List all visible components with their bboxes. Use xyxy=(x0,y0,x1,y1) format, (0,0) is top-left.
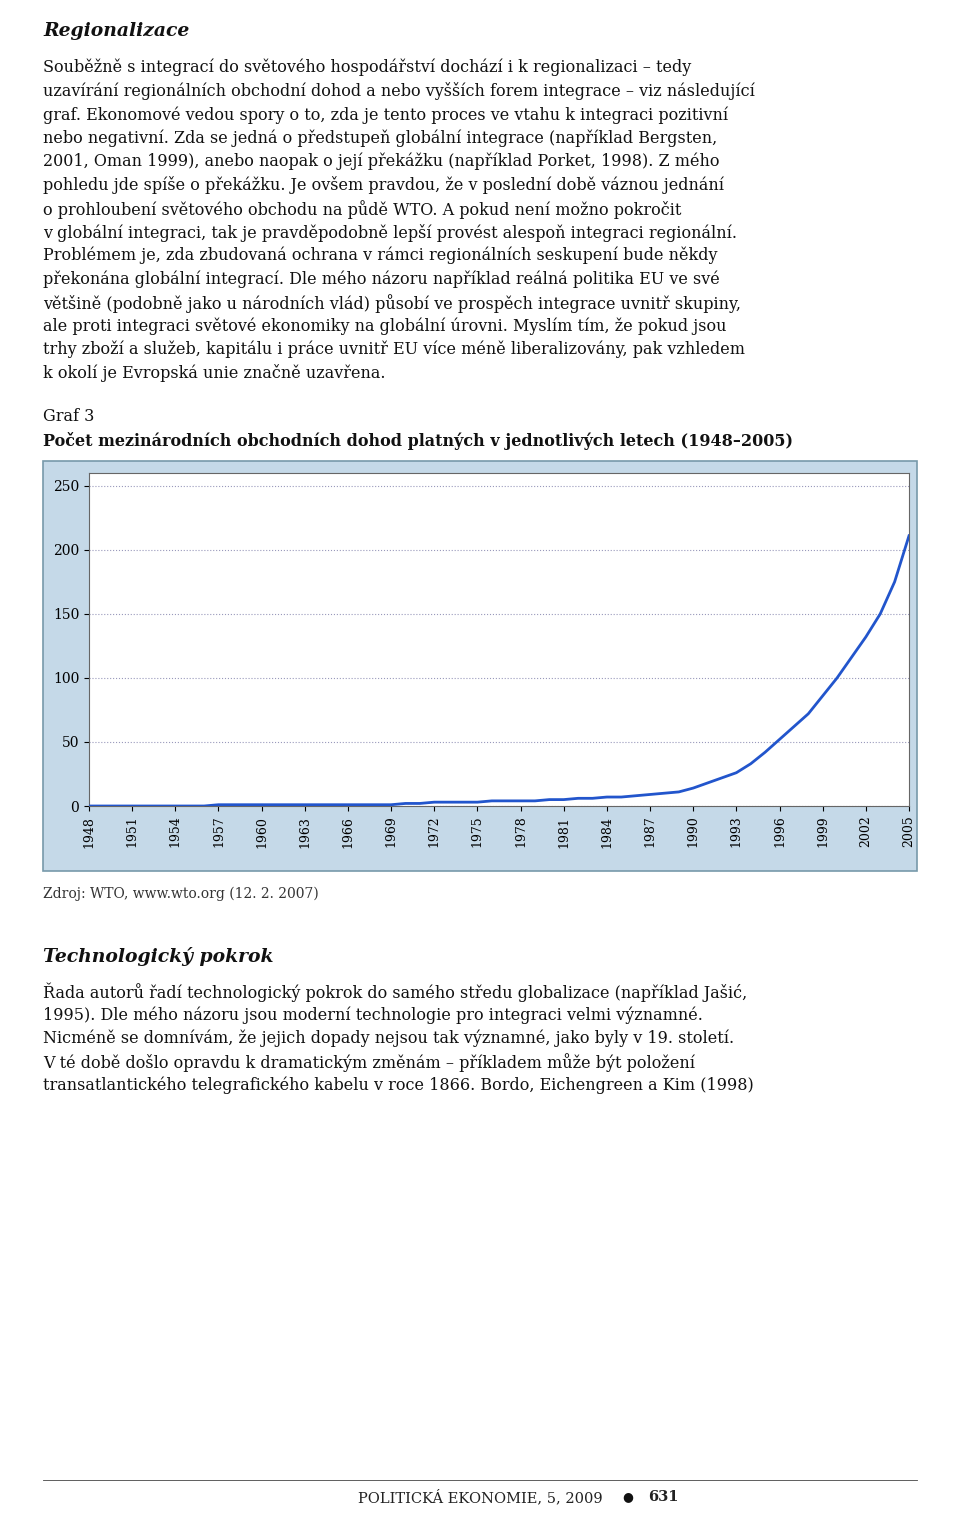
Bar xyxy=(43,461,917,871)
Text: ale proti integraci světové ekonomiky na globální úrovni. Myslím tím, že pokud j: ale proti integraci světové ekonomiky na… xyxy=(43,318,727,335)
Text: 1995). Dle mého názoru jsou moderní technologie pro integraci velmi významné.: 1995). Dle mého názoru jsou moderní tech… xyxy=(43,1005,703,1024)
Text: uzavírání regionálních obchodní dohod a nebo vyšších forem integrace – viz násle: uzavírání regionálních obchodní dohod a … xyxy=(43,83,755,101)
Text: Graf 3: Graf 3 xyxy=(43,408,94,425)
Text: Nicméně se domnívám, že jejich dopady nejsou tak významné, jako byly v 19. stole: Nicméně se domnívám, že jejich dopady ne… xyxy=(43,1030,734,1047)
Text: trhy zboží a služeb, kapitálu i práce uvnitř EU více méně liberalizovány, pak vz: trhy zboží a služeb, kapitálu i práce uv… xyxy=(43,341,745,359)
Text: Technologický pokrok: Technologický pokrok xyxy=(43,947,274,966)
Text: POLITICKÁ EKONOMIE, 5, 2009: POLITICKÁ EKONOMIE, 5, 2009 xyxy=(358,1490,602,1505)
Text: 2001, Oman 1999), anebo naopak o její překážku (například Porket, 1998). Z mého: 2001, Oman 1999), anebo naopak o její př… xyxy=(43,153,719,171)
Text: 631: 631 xyxy=(648,1490,679,1504)
Text: Problémem je, zda zbudovaná ochrana v rámci regionálních seskupení bude někdy: Problémem je, zda zbudovaná ochrana v rá… xyxy=(43,248,717,264)
Text: Souběžně s integrací do světového hospodářství dochází i k regionalizaci – tedy: Souběžně s integrací do světového hospod… xyxy=(43,60,691,76)
Text: překonána globální integrací. Dle mého názoru například reálná politika EU ve sv: překonána globální integrací. Dle mého n… xyxy=(43,270,720,287)
Text: Regionalizace: Regionalizace xyxy=(43,21,189,40)
Text: pohledu jde spíše o překážku. Je ovšem pravdou, že v poslední době váznou jednán: pohledu jde spíše o překážku. Je ovšem p… xyxy=(43,177,724,194)
Text: většině (podobně jako u národních vlád) působí ve prospěch integrace uvnitř skup: většině (podobně jako u národních vlád) … xyxy=(43,293,741,313)
Text: o prohloubení světového obchodu na půdě WTO. A pokud není možno pokročit: o prohloubení světového obchodu na půdě … xyxy=(43,200,682,219)
Text: Zdroj: WTO, www.wto.org (12. 2. 2007): Zdroj: WTO, www.wto.org (12. 2. 2007) xyxy=(43,886,319,902)
Text: nebo negativní. Zda se jedná o předstupeň globální integrace (například Bergsten: nebo negativní. Zda se jedná o předstupe… xyxy=(43,130,717,147)
Text: V té době došlo opravdu k dramatickým změnám – příkladem může být položení: V té době došlo opravdu k dramatickým zm… xyxy=(43,1053,695,1073)
Text: transatlantického telegrafického kabelu v roce 1866. Bordo, Eichengreen a Kim (1: transatlantického telegrafického kabelu … xyxy=(43,1077,754,1094)
Text: graf. Ekonomové vedou spory o to, zda je tento proces ve vtahu k integraci pozit: graf. Ekonomové vedou spory o to, zda je… xyxy=(43,105,728,124)
Text: k okolí je Evropská unie značně uzavřena.: k okolí je Evropská unie značně uzavřena… xyxy=(43,365,386,382)
Text: Řada autorů řadí technologický pokrok do samého středu globalizace (například Ja: Řada autorů řadí technologický pokrok do… xyxy=(43,983,747,1002)
Text: ●: ● xyxy=(623,1490,634,1504)
Text: Počet mezinárodních obchodních dohod platných v jednotlivých letech (1948–2005): Počet mezinárodních obchodních dohod pla… xyxy=(43,431,793,449)
Text: v globální integraci, tak je pravděpodobně lepší provést alespoň integraci regio: v globální integraci, tak je pravděpodob… xyxy=(43,223,737,241)
